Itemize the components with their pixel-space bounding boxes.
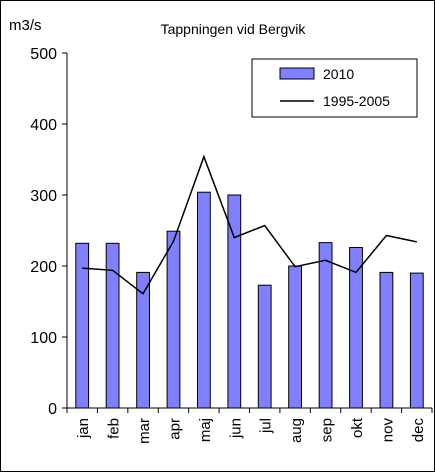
- bar-nov: [379, 271, 394, 409]
- y-tick-label: 400: [30, 117, 57, 134]
- bar-sep: [318, 242, 333, 409]
- bar-apr: [166, 230, 181, 409]
- x-tick-label-jun: jun: [227, 418, 244, 439]
- x-tick-label-okt: okt: [349, 417, 366, 438]
- bar-feb: [105, 242, 120, 409]
- plot-area: 0 100 200 300 400 500 jan feb mar apr maj jun jul aug…: [30, 46, 433, 444]
- bar-jul: [257, 284, 272, 409]
- bar-aug: [288, 265, 303, 409]
- bar-maj: [197, 191, 211, 409]
- series-line-1995-2005: [82, 154, 417, 295]
- x-tick-label-jan: jan: [75, 418, 92, 439]
- bar-dec: [409, 272, 424, 409]
- chart-title: Tappningen vid Bergvik: [161, 21, 307, 37]
- x-tick-label-mar: mar: [136, 418, 153, 444]
- x-tick-label-sep: sep: [319, 418, 336, 442]
- x-tick-label-aug: aug: [288, 418, 305, 443]
- x-tick-label-feb: feb: [106, 418, 123, 439]
- legend-label-2010: 2010: [323, 66, 354, 82]
- legend-swatch-2010: [279, 67, 315, 80]
- legend-label-1995-2005: 1995-2005: [323, 93, 390, 109]
- y-tick-label: 300: [30, 188, 57, 205]
- x-tick-label-apr: apr: [167, 418, 184, 440]
- y-tick-label: 0: [48, 401, 57, 418]
- x-tick-label-maj: maj: [197, 418, 214, 442]
- x-tick-label-jul: jul: [258, 418, 275, 434]
- y-tick-label: 200: [30, 259, 57, 276]
- x-tick-label-nov: nov: [379, 418, 396, 443]
- y-tick-label: 100: [30, 330, 57, 347]
- y-axis-label: m3/s: [9, 17, 42, 34]
- legend: 2010 1995-2005: [251, 58, 418, 118]
- x-tick-label-dec: dec: [410, 418, 427, 443]
- y-tick-label: 500: [30, 46, 57, 63]
